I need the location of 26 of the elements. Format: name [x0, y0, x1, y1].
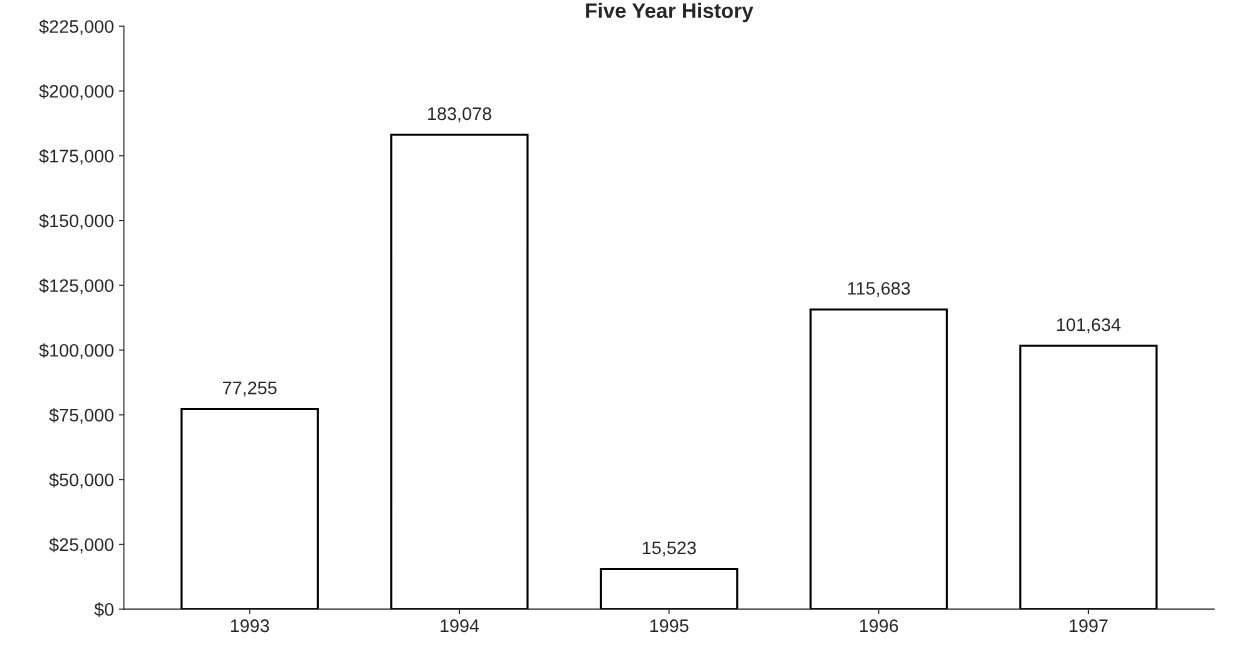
y-tick-label: $0: [94, 602, 114, 617]
y-tick-label: $175,000: [39, 148, 114, 165]
bar: [809, 308, 948, 610]
y-tick-label: $125,000: [39, 278, 114, 295]
x-tick-label: 1997: [1069, 619, 1108, 633]
data-label: 183,078: [428, 107, 492, 123]
data-label: 115,683: [848, 281, 910, 297]
y-tick-label: $25,000: [49, 537, 114, 554]
bar: [1019, 344, 1158, 610]
bar: [599, 567, 739, 610]
y-tick-label: $50,000: [49, 472, 114, 489]
y-tick-label: $150,000: [39, 213, 114, 230]
x-tick-label: 1993: [231, 619, 269, 633]
x-tick-label: 1994: [440, 619, 479, 633]
y-tick-label: $75,000: [49, 408, 114, 424]
x-tick-label: 1995: [650, 619, 689, 633]
bar: [390, 133, 529, 610]
data-label: 77,255: [223, 381, 277, 397]
data-label: 101,634: [1057, 318, 1121, 334]
data-label: 15,523: [642, 541, 696, 557]
y-tick-label: $200,000: [39, 84, 114, 100]
x-tick-label: 1996: [860, 619, 899, 633]
y-tick-label: $100,000: [39, 343, 114, 359]
y-tick-label: $225,000: [39, 19, 114, 36]
bar: [180, 407, 319, 610]
chart-title: Five Year History: [586, 2, 754, 23]
